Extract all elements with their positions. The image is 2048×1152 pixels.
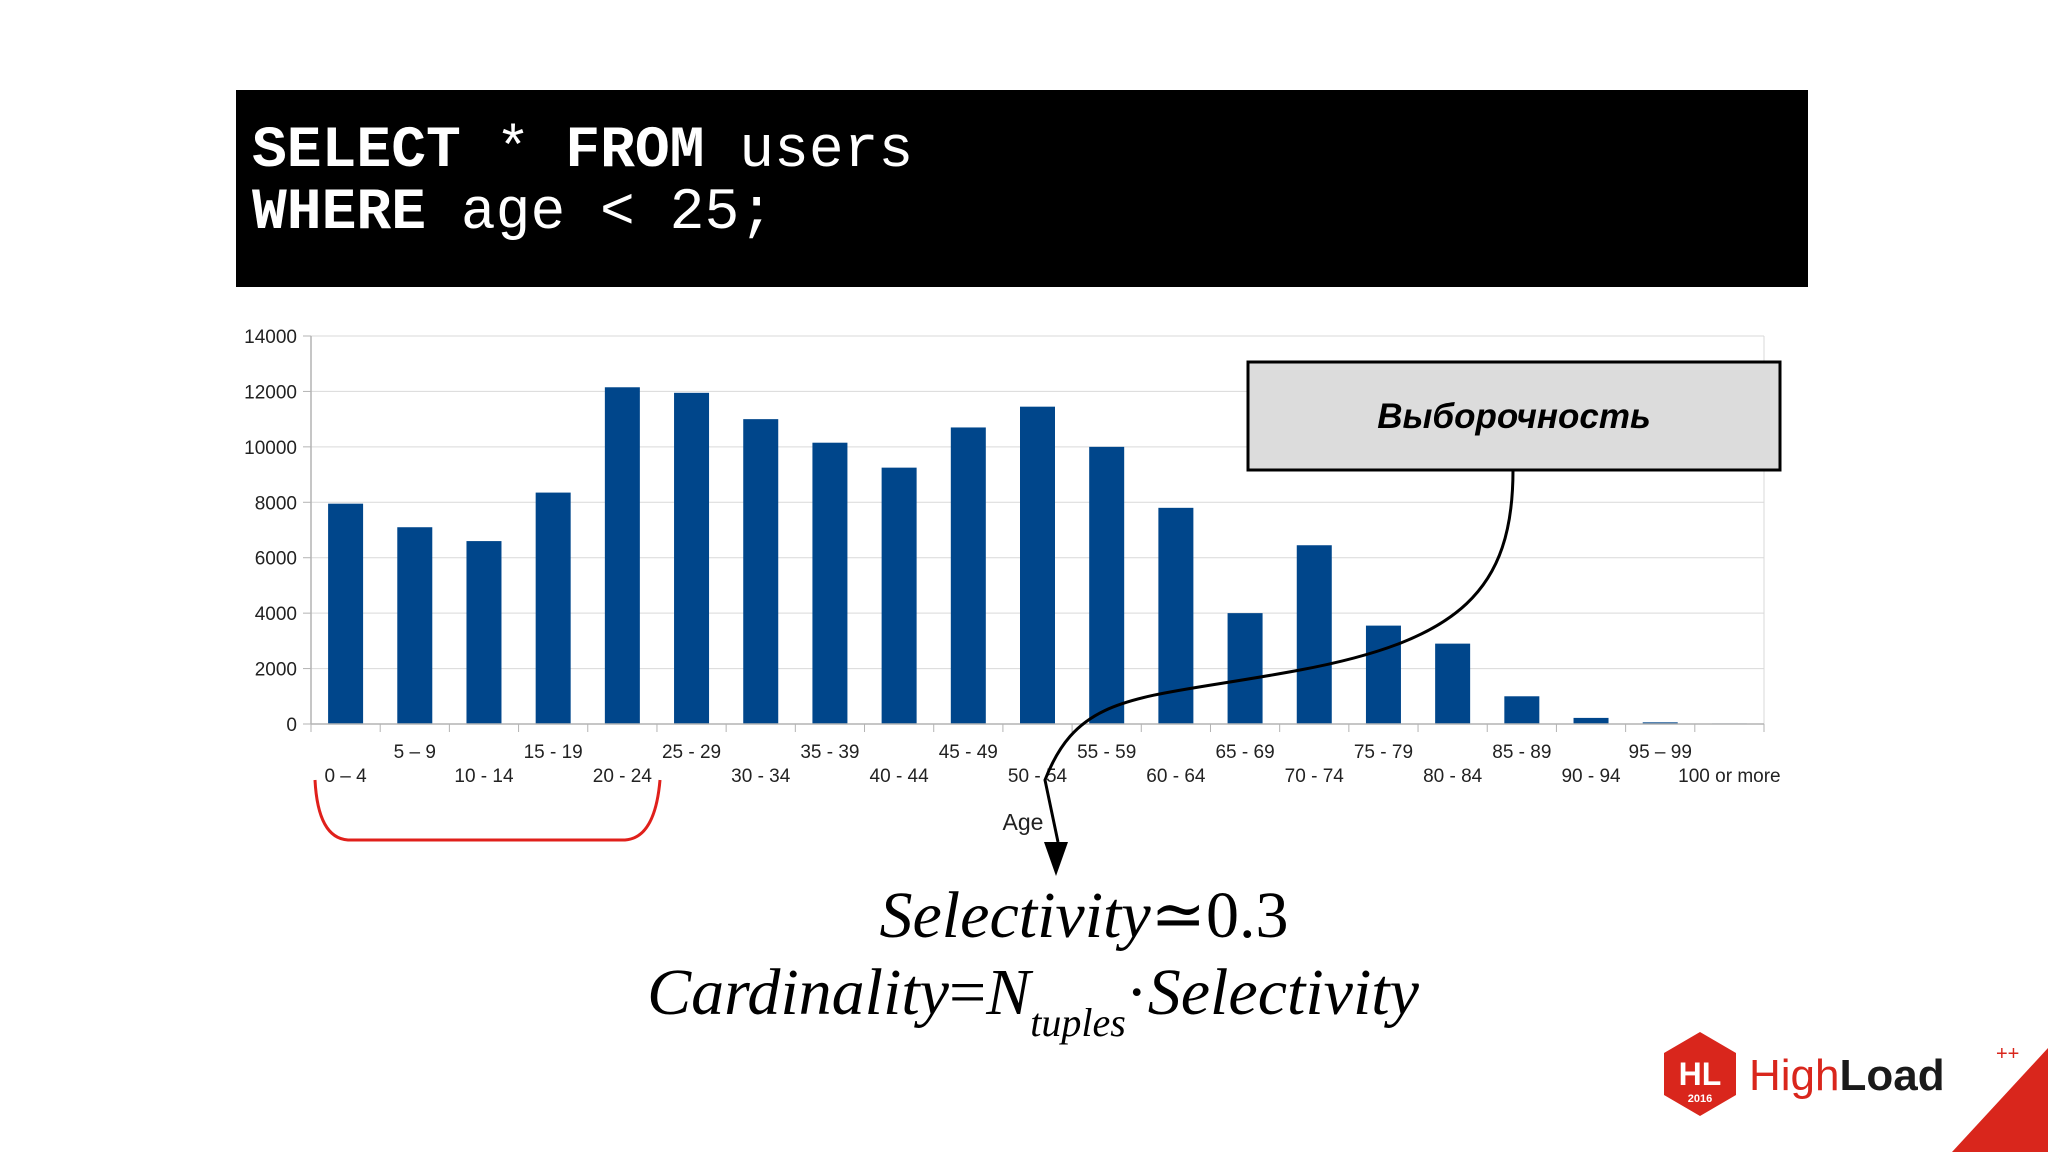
hl-hexagon-icon bbox=[1664, 1032, 1736, 1116]
sql-star: * bbox=[460, 119, 566, 184]
logo-year-text: 2016 bbox=[1688, 1093, 1712, 1105]
selectivity-term: Selectivity bbox=[1147, 956, 1419, 1029]
n-label: N bbox=[986, 956, 1031, 1029]
x-tick-label: 30 - 34 bbox=[731, 766, 791, 787]
sql-condition: age < 25; bbox=[426, 181, 775, 246]
bar bbox=[674, 392, 710, 724]
chart-axes bbox=[310, 336, 1765, 732]
x-tick-label: 20 - 24 bbox=[593, 766, 653, 787]
x-tick-label: 75 - 79 bbox=[1354, 742, 1413, 763]
bar bbox=[1020, 406, 1055, 724]
logo-wordmark: HighLoad bbox=[1749, 1051, 1945, 1100]
tuples-subscript: tuples bbox=[1030, 1000, 1126, 1045]
x-tick-label: 50 - 54 bbox=[1008, 766, 1068, 787]
bar bbox=[881, 467, 917, 724]
x-tick-label: 100 or more bbox=[1678, 766, 1780, 787]
logo-hl-text: HL bbox=[1679, 1056, 1722, 1092]
y-tick-label: 2000 bbox=[255, 660, 297, 681]
y-tick-label: 6000 bbox=[255, 549, 297, 570]
cardinality-label: Cardinality bbox=[647, 956, 949, 1029]
y-tick-label: 10000 bbox=[244, 438, 297, 459]
bar bbox=[535, 492, 571, 724]
bar bbox=[1435, 643, 1471, 724]
sql-keyword-where: WHERE bbox=[252, 181, 427, 246]
bar bbox=[743, 419, 779, 724]
bar bbox=[604, 387, 640, 724]
bar bbox=[1504, 696, 1540, 724]
y-tick-label: 0 bbox=[286, 715, 297, 736]
bar bbox=[1573, 717, 1609, 724]
selection-bracket bbox=[313, 779, 662, 842]
callout-arrowhead bbox=[1044, 842, 1068, 876]
sql-keyword-from: FROM bbox=[565, 119, 705, 184]
selectivity-callout-text: Выборочность bbox=[1377, 397, 1651, 436]
x-tick-label: 40 - 44 bbox=[870, 766, 930, 787]
x-tick-label: 35 - 39 bbox=[800, 742, 859, 763]
x-tick-label: 15 - 19 bbox=[524, 742, 583, 763]
x-tick-label: 0 – 4 bbox=[324, 766, 367, 787]
bar bbox=[328, 503, 364, 724]
logo-plus-text: ++ bbox=[1996, 1043, 2019, 1065]
bar bbox=[1642, 722, 1678, 724]
x-tick-label: 55 - 59 bbox=[1077, 742, 1136, 763]
sql-keyword-select: SELECT bbox=[252, 119, 461, 184]
x-tick-label: 90 - 94 bbox=[1561, 766, 1621, 787]
y-tick-label: 12000 bbox=[244, 382, 297, 403]
selectivity-callout-box bbox=[1246, 360, 1782, 472]
selectivity-formula: Selectivity≃0.3 bbox=[0, 876, 2048, 954]
sql-table-name: users bbox=[704, 119, 914, 184]
x-tick-label: 5 – 9 bbox=[394, 742, 436, 763]
cardinality-formula: Cardinality=Ntuples·Selectivity bbox=[0, 955, 2048, 1045]
x-axis-title: Age bbox=[1003, 809, 1044, 835]
x-tick-labels: 0 – 4 5 – 9 10 - 14 15 - 19 20 - 24 25 - 29 30… bbox=[324, 742, 1780, 787]
sql-line-2: WHERE age < 25; bbox=[252, 182, 774, 246]
x-tick-label: 45 - 49 bbox=[939, 742, 998, 763]
x-tick-label: 95 – 99 bbox=[1629, 742, 1692, 763]
multiply-dot: · bbox=[1125, 956, 1148, 1029]
approx-symbol: ≃ bbox=[1150, 879, 1206, 952]
sql-query-box: SELECT * FROM users WHERE age < 25; bbox=[236, 90, 1808, 287]
bar bbox=[1296, 545, 1332, 724]
callout-arrow bbox=[1043, 469, 1515, 843]
x-tick-label: 85 - 89 bbox=[1492, 742, 1551, 763]
x-tick-label: 70 - 74 bbox=[1285, 766, 1345, 787]
corner-red-triangle bbox=[1952, 1048, 2048, 1152]
bar bbox=[1089, 446, 1125, 724]
highload-logo: HL 2016 HighLoad ++ bbox=[1664, 1032, 2048, 1152]
equals-symbol: = bbox=[948, 956, 987, 1029]
bar bbox=[1227, 613, 1263, 724]
y-tick-label: 8000 bbox=[255, 493, 297, 514]
selectivity-value: 0.3 bbox=[1205, 879, 1289, 952]
bar bbox=[1365, 625, 1401, 724]
x-tick-label: 10 - 14 bbox=[454, 766, 514, 787]
age-histogram-chart: 0 2000 4000 6000 8000 10000 12000 14000 0 – 4 5 … bbox=[244, 327, 1782, 876]
x-tick-label: 65 - 69 bbox=[1215, 742, 1274, 763]
chart-bars bbox=[328, 387, 1747, 724]
x-tick-label: 25 - 29 bbox=[662, 742, 721, 763]
logo-high-text: High bbox=[1749, 1051, 1840, 1100]
x-tick-label: 80 - 84 bbox=[1423, 766, 1483, 787]
bar bbox=[950, 427, 986, 724]
y-tick-label: 14000 bbox=[244, 327, 297, 348]
selectivity-label: Selectivity bbox=[879, 879, 1151, 952]
bar bbox=[466, 541, 502, 724]
bar bbox=[812, 442, 848, 724]
logo-load-text: Load bbox=[1840, 1051, 1945, 1100]
y-tick-label: 4000 bbox=[255, 604, 297, 625]
sql-line-1: SELECT * FROM users bbox=[252, 120, 913, 184]
bar bbox=[397, 527, 433, 724]
y-tick-labels: 0 2000 4000 6000 8000 10000 12000 14000 bbox=[244, 327, 297, 736]
x-tick-label: 60 - 64 bbox=[1146, 766, 1206, 787]
